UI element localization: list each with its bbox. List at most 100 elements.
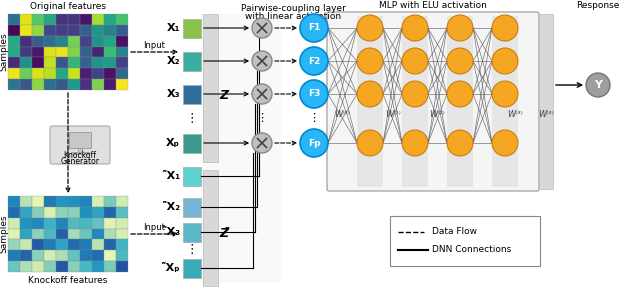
Bar bbox=[56, 218, 68, 229]
Bar bbox=[183, 259, 201, 278]
Bar bbox=[8, 79, 20, 90]
Text: Data Flow: Data Flow bbox=[432, 227, 477, 237]
Circle shape bbox=[357, 81, 383, 107]
Text: Z̃: Z̃ bbox=[219, 227, 228, 240]
Bar bbox=[8, 218, 20, 229]
Bar bbox=[20, 196, 32, 207]
Text: Generator: Generator bbox=[61, 156, 99, 166]
Text: Input: Input bbox=[143, 223, 165, 232]
Circle shape bbox=[447, 15, 473, 41]
Bar bbox=[80, 14, 92, 25]
Bar bbox=[203, 170, 218, 286]
Bar bbox=[32, 250, 44, 261]
Bar bbox=[116, 36, 128, 47]
Bar bbox=[56, 47, 68, 58]
Bar bbox=[69, 132, 91, 148]
Text: Fp: Fp bbox=[308, 139, 320, 147]
Bar bbox=[92, 36, 104, 47]
Bar bbox=[116, 68, 128, 79]
Circle shape bbox=[252, 51, 272, 71]
Bar bbox=[92, 47, 104, 58]
FancyBboxPatch shape bbox=[50, 126, 110, 164]
Bar bbox=[32, 207, 44, 218]
Bar bbox=[116, 14, 128, 25]
Bar bbox=[104, 79, 116, 90]
Bar bbox=[92, 207, 104, 218]
Bar bbox=[92, 58, 104, 68]
Text: W⁽¹⁾: W⁽¹⁾ bbox=[385, 110, 400, 119]
Circle shape bbox=[586, 73, 610, 97]
Bar bbox=[68, 207, 80, 218]
Bar bbox=[56, 196, 68, 207]
Bar bbox=[56, 261, 68, 272]
Bar bbox=[44, 218, 56, 229]
Bar bbox=[20, 261, 32, 272]
Bar bbox=[116, 229, 128, 239]
Bar bbox=[68, 25, 80, 36]
Bar bbox=[116, 261, 128, 272]
Circle shape bbox=[357, 48, 383, 74]
Bar bbox=[20, 36, 32, 47]
Bar bbox=[8, 58, 20, 68]
Circle shape bbox=[402, 81, 428, 107]
Bar bbox=[20, 218, 32, 229]
Bar bbox=[8, 36, 20, 47]
Bar bbox=[20, 25, 32, 36]
Bar bbox=[539, 14, 553, 189]
Bar bbox=[44, 47, 56, 58]
Bar bbox=[68, 47, 80, 58]
Bar bbox=[104, 229, 116, 239]
Bar bbox=[71, 152, 89, 154]
Text: Xₚ: Xₚ bbox=[166, 138, 180, 148]
Circle shape bbox=[492, 48, 518, 74]
Text: Samples: Samples bbox=[0, 33, 8, 71]
Bar bbox=[32, 79, 44, 90]
Bar bbox=[32, 58, 44, 68]
Text: Pairwise-coupling layer: Pairwise-coupling layer bbox=[241, 4, 346, 13]
Bar bbox=[68, 250, 80, 261]
Bar bbox=[8, 229, 20, 239]
Bar bbox=[44, 207, 56, 218]
Circle shape bbox=[402, 15, 428, 41]
Text: W⁽³⁾: W⁽³⁾ bbox=[507, 110, 523, 119]
Circle shape bbox=[447, 48, 473, 74]
Bar bbox=[104, 250, 116, 261]
Bar bbox=[104, 207, 116, 218]
Bar bbox=[80, 261, 92, 272]
Text: with linear activation: with linear activation bbox=[245, 12, 341, 21]
Text: ˜X₃: ˜X₃ bbox=[161, 227, 180, 237]
Bar bbox=[8, 47, 20, 58]
Bar bbox=[116, 218, 128, 229]
Circle shape bbox=[447, 130, 473, 156]
Text: ⋮: ⋮ bbox=[257, 114, 268, 124]
Text: DNN Connections: DNN Connections bbox=[432, 245, 511, 255]
Bar bbox=[8, 25, 20, 36]
Bar bbox=[20, 68, 32, 79]
Bar bbox=[92, 25, 104, 36]
Text: W⁽⁰⁾: W⁽⁰⁾ bbox=[334, 110, 350, 119]
Bar bbox=[80, 25, 92, 36]
Bar bbox=[32, 14, 44, 25]
Bar bbox=[68, 14, 80, 25]
Bar bbox=[8, 196, 20, 207]
Bar bbox=[20, 239, 32, 250]
Bar bbox=[56, 239, 68, 250]
Bar bbox=[8, 261, 20, 272]
Bar bbox=[20, 47, 32, 58]
Bar bbox=[80, 58, 92, 68]
Circle shape bbox=[492, 130, 518, 156]
Bar bbox=[80, 250, 92, 261]
Bar bbox=[32, 47, 44, 58]
Text: Knockoff features: Knockoff features bbox=[28, 276, 108, 285]
Bar bbox=[44, 68, 56, 79]
Bar bbox=[92, 239, 104, 250]
Text: X₁: X₁ bbox=[166, 23, 180, 33]
Bar bbox=[390, 216, 540, 266]
Bar bbox=[183, 222, 201, 241]
Bar bbox=[32, 25, 44, 36]
Circle shape bbox=[252, 18, 272, 38]
Bar bbox=[357, 16, 383, 187]
Text: F3: F3 bbox=[308, 89, 320, 99]
Text: ⋮: ⋮ bbox=[308, 114, 319, 124]
Bar bbox=[116, 58, 128, 68]
